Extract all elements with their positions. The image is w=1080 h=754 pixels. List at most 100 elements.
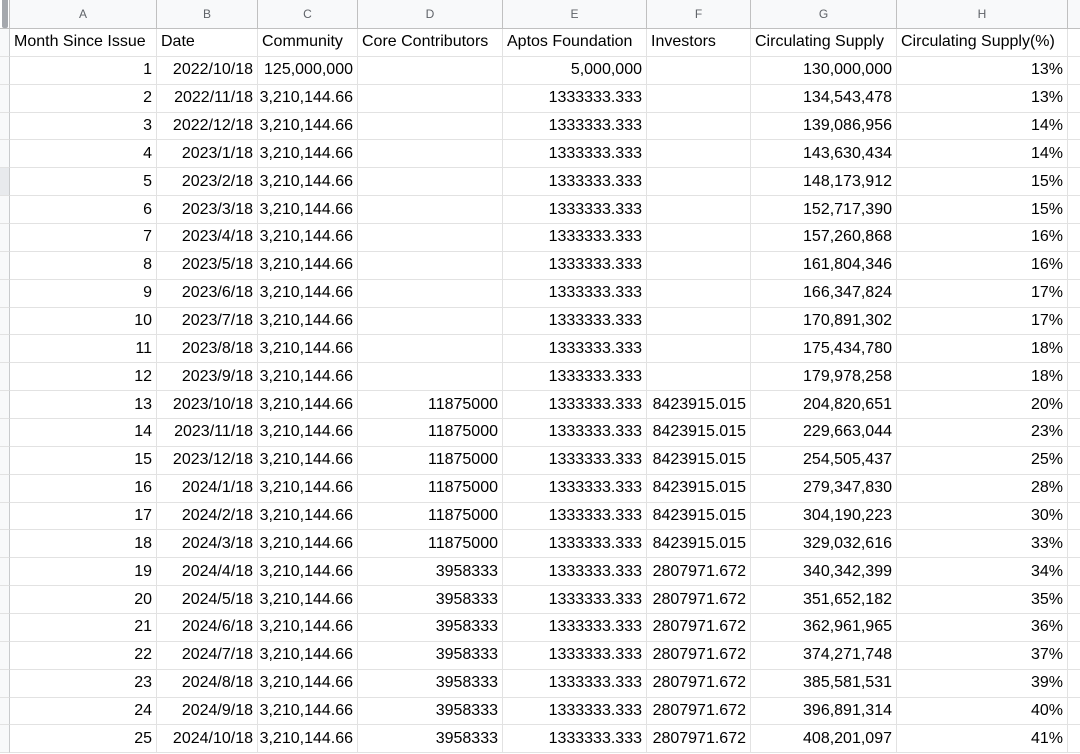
corner-cell[interactable]	[0, 0, 10, 29]
data-cell[interactable]: 329,032,616	[751, 530, 897, 559]
data-cell[interactable]: 11875000	[358, 446, 503, 475]
data-cell[interactable]: 40%	[897, 697, 1068, 726]
data-cell[interactable]: 1333333.333	[503, 725, 647, 754]
empty-cell[interactable]	[1068, 530, 1080, 559]
row-header-stub[interactable]	[0, 586, 10, 615]
data-cell[interactable]: 2807971.672	[647, 614, 751, 642]
data-cell[interactable]: 2023/2/18	[157, 168, 258, 197]
data-cell[interactable]: 17%	[897, 307, 1068, 336]
data-cell[interactable]: 152,717,390	[751, 196, 897, 225]
data-cell[interactable]: 179,978,258	[751, 363, 897, 392]
empty-cell[interactable]	[1068, 419, 1080, 447]
data-cell[interactable]: 2024/6/18	[157, 614, 258, 642]
data-cell[interactable]: 4	[10, 140, 157, 169]
data-cell[interactable]: 20%	[897, 391, 1068, 420]
field-header-cell[interactable]: Community	[258, 29, 358, 57]
row-header-stub[interactable]	[0, 363, 10, 392]
row-header-stub[interactable]	[0, 391, 10, 420]
empty-cell[interactable]	[1068, 642, 1080, 670]
data-cell[interactable]: 35%	[897, 586, 1068, 615]
data-cell[interactable]: 8423915.015	[647, 530, 751, 559]
data-cell[interactable]: 18%	[897, 335, 1068, 364]
data-cell[interactable]: 1333333.333	[503, 196, 647, 225]
data-cell[interactable]	[647, 84, 751, 113]
empty-cell[interactable]	[1068, 363, 1080, 392]
data-cell[interactable]: 17%	[897, 279, 1068, 308]
empty-cell[interactable]	[1068, 725, 1080, 754]
row-header-stub[interactable]	[0, 697, 10, 726]
data-cell[interactable]: 8423915.015	[647, 474, 751, 503]
row-header-stub[interactable]	[0, 56, 10, 85]
data-cell[interactable]	[358, 363, 503, 392]
data-cell[interactable]	[647, 251, 751, 280]
field-header-cell[interactable]: Circulating Supply	[751, 29, 897, 57]
field-header-cell[interactable]: Date	[157, 29, 258, 57]
data-cell[interactable]: 1333333.333	[503, 502, 647, 531]
data-cell[interactable]: 340,342,399	[751, 558, 897, 587]
data-cell[interactable]: 1	[10, 56, 157, 85]
data-cell[interactable]: 41%	[897, 725, 1068, 754]
data-cell[interactable]: 15%	[897, 196, 1068, 225]
data-cell[interactable]: 166,347,824	[751, 279, 897, 308]
data-cell[interactable]	[358, 168, 503, 197]
data-cell[interactable]: 8423915.015	[647, 446, 751, 475]
empty-cell[interactable]	[1068, 196, 1080, 225]
data-cell[interactable]: 3,210,144.66	[258, 84, 358, 113]
data-cell[interactable]: 15	[10, 446, 157, 475]
field-header-cell[interactable]: Core Contributors	[358, 29, 503, 57]
data-cell[interactable]: 2022/12/18	[157, 112, 258, 141]
data-cell[interactable]: 21	[10, 614, 157, 642]
data-cell[interactable]: 3,210,144.66	[258, 307, 358, 336]
row-header-stub[interactable]	[0, 168, 10, 197]
data-cell[interactable]: 3,210,144.66	[258, 558, 358, 587]
data-cell[interactable]: 1333333.333	[503, 168, 647, 197]
empty-cell[interactable]	[1068, 391, 1080, 420]
row-header-stub[interactable]	[0, 140, 10, 169]
row-header-stub[interactable]	[0, 307, 10, 336]
data-cell[interactable]	[358, 140, 503, 169]
data-cell[interactable]: 2023/5/18	[157, 251, 258, 280]
data-cell[interactable]: 175,434,780	[751, 335, 897, 364]
data-cell[interactable]: 18%	[897, 363, 1068, 392]
data-cell[interactable]: 33%	[897, 530, 1068, 559]
data-cell[interactable]: 9	[10, 279, 157, 308]
empty-cell[interactable]	[1068, 586, 1080, 615]
data-cell[interactable]: 1333333.333	[503, 446, 647, 475]
column-header-C[interactable]: C	[258, 0, 358, 29]
data-cell[interactable]: 14%	[897, 140, 1068, 169]
data-cell[interactable]: 2023/9/18	[157, 363, 258, 392]
data-cell[interactable]: 2807971.672	[647, 669, 751, 698]
data-cell[interactable]: 36%	[897, 614, 1068, 642]
field-header-cell[interactable]: Circulating Supply(%)	[897, 29, 1068, 57]
data-cell[interactable]: 18	[10, 530, 157, 559]
empty-cell[interactable]	[1068, 698, 1080, 726]
data-cell[interactable]	[647, 307, 751, 336]
data-cell[interactable]: 1333333.333	[503, 530, 647, 559]
data-cell[interactable]: 1333333.333	[503, 558, 647, 587]
data-cell[interactable]: 25	[10, 725, 157, 754]
data-cell[interactable]: 2024/4/18	[157, 558, 258, 587]
data-cell[interactable]: 11875000	[358, 474, 503, 503]
empty-cell[interactable]	[1068, 113, 1080, 141]
row-header-stub[interactable]	[0, 474, 10, 503]
empty-cell[interactable]	[1068, 614, 1080, 642]
data-cell[interactable]: 25%	[897, 446, 1068, 475]
data-cell[interactable]	[647, 335, 751, 364]
data-cell[interactable]	[647, 279, 751, 308]
data-cell[interactable]	[647, 363, 751, 392]
empty-cell[interactable]	[1068, 503, 1080, 531]
data-cell[interactable]: 1333333.333	[503, 614, 647, 642]
data-cell[interactable]: 2807971.672	[647, 697, 751, 726]
data-cell[interactable]: 3,210,144.66	[258, 112, 358, 141]
data-cell[interactable]: 1333333.333	[503, 84, 647, 113]
data-cell[interactable]: 34%	[897, 558, 1068, 587]
data-cell[interactable]: 37%	[897, 641, 1068, 670]
data-cell[interactable]: 15%	[897, 168, 1068, 197]
empty-cell[interactable]	[1068, 168, 1080, 197]
data-cell[interactable]: 1333333.333	[503, 140, 647, 169]
data-cell[interactable]: 143,630,434	[751, 140, 897, 169]
empty-cell[interactable]	[1068, 140, 1080, 169]
data-cell[interactable]: 2024/5/18	[157, 586, 258, 615]
data-cell[interactable]: 14	[10, 419, 157, 447]
data-cell[interactable]: 385,581,531	[751, 669, 897, 698]
